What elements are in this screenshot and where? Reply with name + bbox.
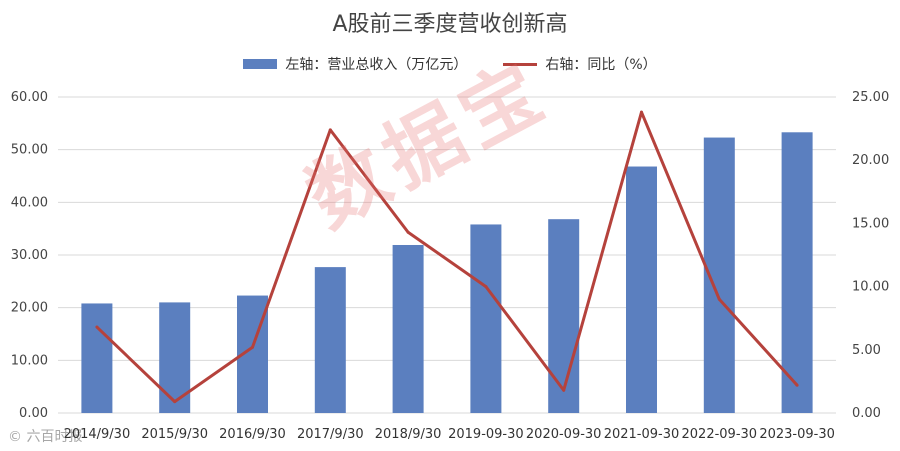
- x-tick-label: 2015/9/30: [141, 427, 208, 442]
- bar: [81, 303, 113, 413]
- y-right-tick: 15.00: [852, 216, 889, 231]
- x-tick-label: 2017/9/30: [297, 427, 364, 442]
- yoy-point: [328, 128, 332, 132]
- x-tick-label: 2019-09-30: [448, 427, 524, 442]
- y-right-tick: 20.00: [852, 153, 889, 168]
- y-left-tick: 50.00: [11, 143, 48, 158]
- x-tick-label: 2022-09-30: [682, 427, 758, 442]
- bar: [470, 224, 502, 413]
- yoy-point: [173, 400, 177, 404]
- x-tick-label: 2018/9/30: [375, 427, 442, 442]
- yoy-point: [795, 383, 799, 387]
- bar: [548, 219, 580, 413]
- legend-swatch-revenue: [243, 59, 278, 69]
- x-tick-label: 2023-09-30: [759, 427, 835, 442]
- yoy-point: [640, 110, 643, 114]
- bar: [159, 302, 191, 413]
- legend: 左轴：营业总收入（万亿元） 右轴：同比（%）: [0, 54, 900, 74]
- bar: [626, 166, 657, 413]
- legend-swatch-yoy: [503, 62, 538, 66]
- yoy-line: [95, 110, 799, 404]
- y-right-tick: 0.00: [852, 406, 881, 421]
- x-tick-label: 2021-09-30: [604, 427, 680, 442]
- x-tick-label: 2016/9/30: [219, 427, 286, 442]
- y-left-tick: 20.00: [11, 301, 48, 316]
- y-right-tick: 5.00: [852, 343, 881, 358]
- y-left-tick: 60.00: [11, 90, 48, 105]
- x-tick-label: 2020-09-30: [526, 427, 602, 442]
- legend-label-yoy: 右轴：同比（%）: [545, 57, 657, 73]
- yoy-point: [484, 285, 488, 289]
- y-left-tick: 40.00: [11, 195, 48, 210]
- bar: [392, 244, 424, 413]
- y-left-tick: 30.00: [11, 248, 48, 263]
- yoy-point: [95, 325, 99, 329]
- yoy-point: [251, 345, 254, 349]
- yoy-point: [406, 230, 410, 234]
- footer-logo: © 六百时报: [8, 429, 83, 445]
- bar: [781, 132, 813, 413]
- y-left-tick: 10.00: [11, 353, 48, 368]
- legend-item-yoy: 右轴：同比（%）: [503, 54, 657, 74]
- legend-label-revenue: 左轴：营业总收入（万亿元）: [285, 57, 468, 73]
- legend-item-revenue: 左轴：营业总收入（万亿元）: [243, 54, 467, 74]
- bar: [314, 267, 346, 413]
- yoy-point: [562, 388, 566, 392]
- y-right-tick: 25.00: [852, 90, 889, 105]
- chart-title: A股前三季度营收创新高: [332, 12, 568, 37]
- x-tick-label: 2014/9/30: [64, 427, 131, 442]
- y-right-tick: 10.00: [852, 280, 889, 295]
- yoy-point: [717, 297, 721, 301]
- y-left-tick: 0.00: [19, 406, 48, 421]
